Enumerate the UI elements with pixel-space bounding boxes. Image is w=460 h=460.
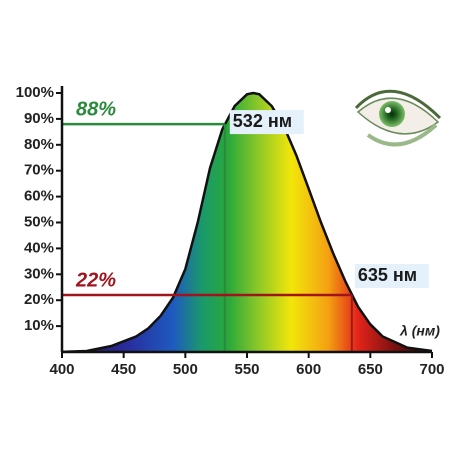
x-tick-label: 650: [358, 361, 383, 378]
plot: [61, 91, 433, 354]
x-tick-label: 500: [173, 361, 198, 378]
y-tick-label: 70%: [24, 162, 54, 179]
x-tick-label: 600: [296, 361, 321, 378]
eye-skin: [366, 123, 438, 147]
y-tick-label: 50%: [24, 213, 54, 230]
y-tick-label: 30%: [24, 265, 54, 282]
eye-icon: [354, 89, 442, 147]
y-tick-label: 10%: [24, 317, 54, 334]
x-tick-label: 550: [234, 361, 259, 378]
marker-label: 22%: [75, 269, 116, 291]
y-tick-label: 100%: [16, 84, 54, 101]
curve: [61, 91, 433, 354]
marker-label: 88%: [76, 98, 116, 120]
marker-x-label: 532 нм: [233, 111, 292, 131]
y-tick-label: 40%: [24, 239, 54, 256]
x-tick-label: 400: [49, 361, 74, 378]
y-tick-label: 80%: [24, 136, 54, 153]
area: [62, 93, 432, 352]
x-tick-label: 450: [111, 361, 136, 378]
x-tick-label: 700: [419, 361, 444, 378]
marker-x-label: 635 нм: [358, 265, 417, 285]
eye-glint: [385, 107, 391, 113]
marker-x-label-bg: [229, 110, 304, 135]
eyelid: [354, 89, 442, 120]
y-tick-label: 90%: [24, 110, 54, 127]
marker-x-label-bg: [354, 264, 429, 289]
eye-iris: [379, 101, 405, 127]
x-axis-label: λ (нм): [399, 323, 440, 339]
y-tick-label: 60%: [24, 188, 54, 205]
y-tick-label: 20%: [24, 291, 54, 308]
